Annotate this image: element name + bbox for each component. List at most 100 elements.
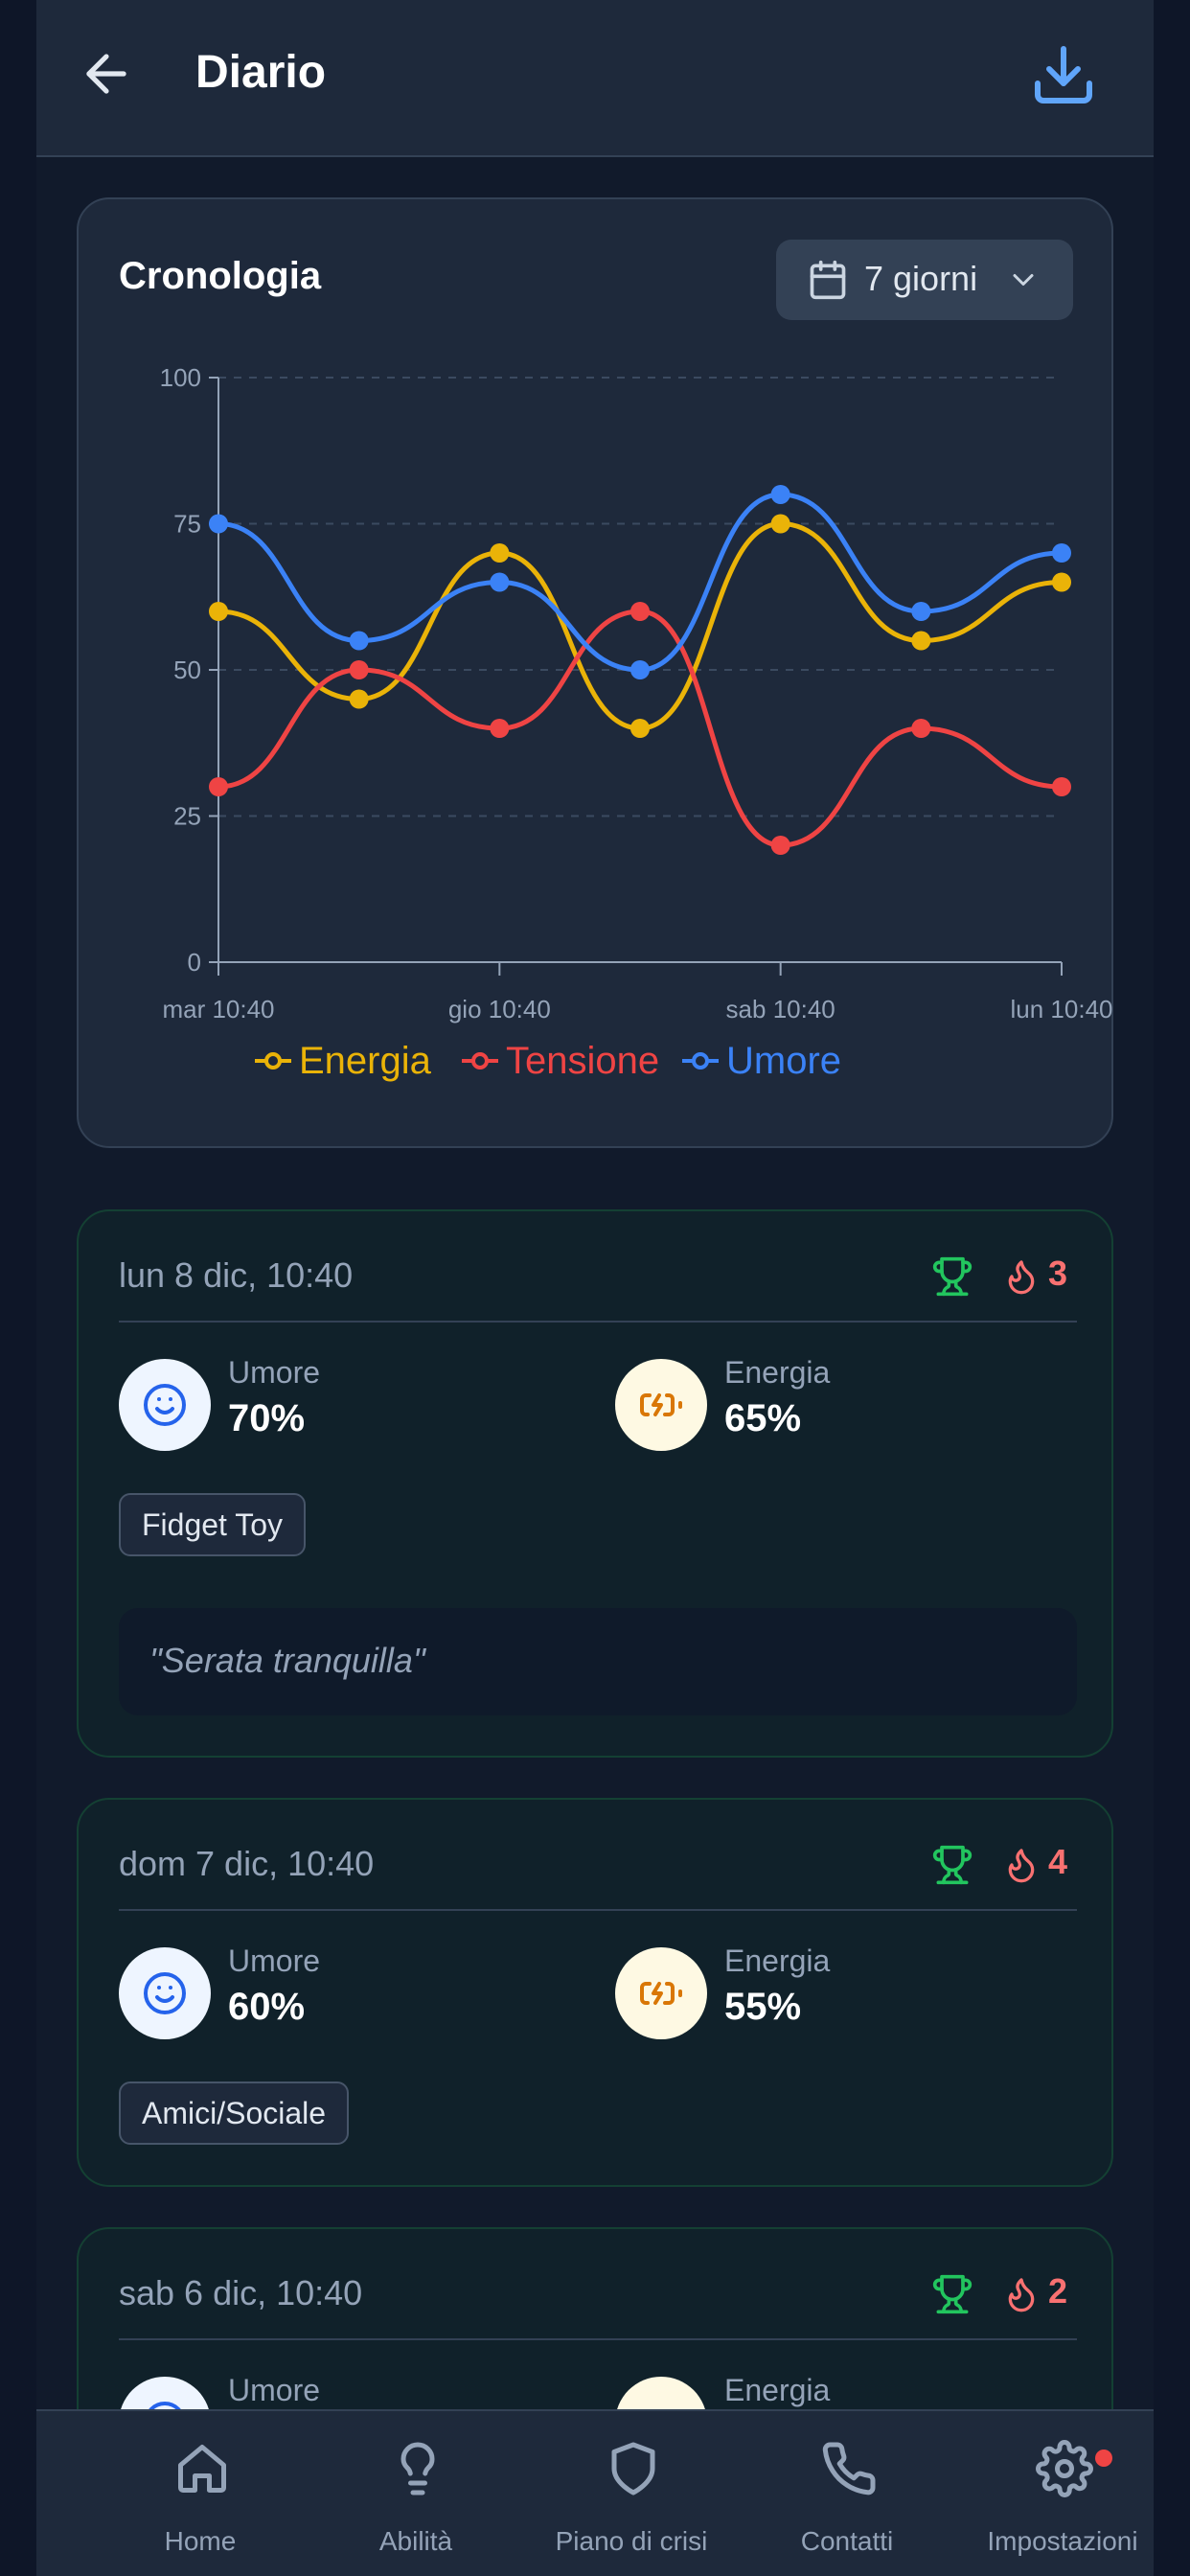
mood-value: 70% [228,1397,306,1439]
x-tick-label: gio 10:40 [448,995,551,1024]
calendar-icon [810,260,846,300]
entry-date: lun 8 dic, 10:40 [119,1255,354,1295]
nav-contacts[interactable]: Contatti [742,2411,952,2576]
y-tick-label: 75 [173,510,201,539]
energy-avatar [615,1359,707,1451]
timeline-title: Cronologia [119,255,322,297]
nav-label: Abilità [378,2526,453,2556]
nav-label: Home [164,2526,237,2556]
data-point-energia [209,602,228,621]
nav-label: Contatti [800,2526,894,2556]
flame-icon [1008,1849,1035,1883]
x-tick-label: mar 10:40 [162,995,274,1024]
legend-label: Umore [726,1039,842,1082]
flame-icon [1008,2278,1035,2312]
trophy-icon [932,2274,973,2314]
trophy-icon [932,1845,973,1885]
home-icon [178,2445,226,2493]
nav-label: Impostazioni [987,2526,1138,2556]
data-point-tensione [1052,777,1071,796]
data-point-energia [630,719,650,738]
divider [119,1909,1077,1911]
y-tick-label: 100 [160,363,201,392]
data-point-umore [1052,543,1071,563]
mood-avatar [119,1947,211,2039]
trophy-icon [932,1256,973,1297]
battery-charging-icon [640,1393,682,1416]
legend-item-energia[interactable]: Energia [255,1037,431,1085]
data-point-energia [349,689,369,709]
page-title: Diario [195,47,327,98]
x-tick-label: lun 10:40 [1011,995,1113,1024]
data-point-umore [630,660,650,679]
range-label: 7 giorni [864,259,978,298]
y-tick-label: 25 [173,802,201,831]
shield-icon [611,2442,655,2496]
timeline-chart: 0 25 50 75 100 mar 10:40 gio 10:40 sab 10:40 lun… [160,363,1113,1024]
phone-icon [822,2442,876,2496]
data-point-tensione [911,719,931,738]
mood-label: Umore [228,1944,321,1978]
mood-label: Umore [228,2373,321,2407]
notification-dot [1095,2450,1112,2467]
data-point-energia [770,514,790,534]
chevron-down-icon [1013,274,1034,286]
legend-marker-icon [255,1052,291,1070]
entry-note: "Serata tranquilla" [119,1608,1077,1715]
mood-label: Umore [228,1355,321,1390]
entry-date: sab 6 dic, 10:40 [119,2273,363,2312]
nav-crisis-plan[interactable]: Piano di crisi [526,2411,737,2576]
data-point-umore [490,572,510,592]
streak-count: 3 [1048,1254,1068,1293]
data-point-tensione [209,777,228,796]
mood-avatar [119,1359,211,1451]
data-point-tensione [490,719,510,738]
smile-icon [144,1972,186,2014]
energy-label: Energia [724,2373,831,2407]
data-point-energia [1052,572,1071,592]
activity-tag: Fidget Toy [119,1493,307,1556]
divider [119,1321,1077,1322]
streak-count: 4 [1048,1842,1068,1881]
mood-value: 60% [228,1986,306,2028]
data-point-umore [911,602,931,621]
data-point-energia [490,543,510,563]
series-line-energia [217,520,1063,731]
flame-icon [1008,1260,1035,1295]
streak-count: 2 [1048,2271,1068,2311]
x-tick-label: sab 10:40 [726,995,835,1024]
legend-label: Tensione [506,1039,660,1082]
legend-item-tensione[interactable]: Tensione [462,1037,659,1085]
divider [119,2338,1077,2340]
download-button[interactable] [1029,40,1098,109]
nav-home[interactable]: Home [95,2411,306,2576]
arrow-left-icon [86,54,126,94]
diary-entry[interactable]: lun 8 dic, 10:40 3 Umore 70% Energia 65%… [77,1209,1113,1758]
energy-value: 65% [724,1397,802,1439]
nav-settings[interactable]: Impostazioni [957,2411,1154,2576]
top-bar: Diario [36,0,1154,157]
activity-tag: Amici/Sociale [119,2082,350,2145]
download-icon [1035,46,1092,104]
energy-avatar [615,1947,707,2039]
energy-label: Energia [724,1355,831,1390]
energy-label: Energia [724,1944,831,1978]
legend-marker-icon [682,1052,719,1070]
energy-value: 55% [724,1986,802,2028]
data-point-tensione [770,836,790,855]
battery-charging-icon [640,1982,682,2005]
smile-icon [144,1384,186,1426]
range-dropdown[interactable]: 7 giorni [776,240,1073,320]
data-point-umore [770,485,790,504]
data-point-tensione [630,602,650,621]
note-text: "Serata tranquilla" [149,1641,425,1680]
legend-item-umore[interactable]: Umore [682,1037,841,1085]
data-point-umore [349,631,369,651]
diary-entry[interactable]: dom 7 dic, 10:40 4 Umore 60% Energia 55%… [77,1798,1113,2187]
legend-marker-icon [462,1052,498,1070]
back-button[interactable] [77,44,136,104]
lightbulb-icon [400,2442,435,2496]
nav-skills[interactable]: Abilità [310,2411,521,2576]
entry-date: dom 7 dic, 10:40 [119,1844,375,1883]
data-point-energia [911,631,931,651]
